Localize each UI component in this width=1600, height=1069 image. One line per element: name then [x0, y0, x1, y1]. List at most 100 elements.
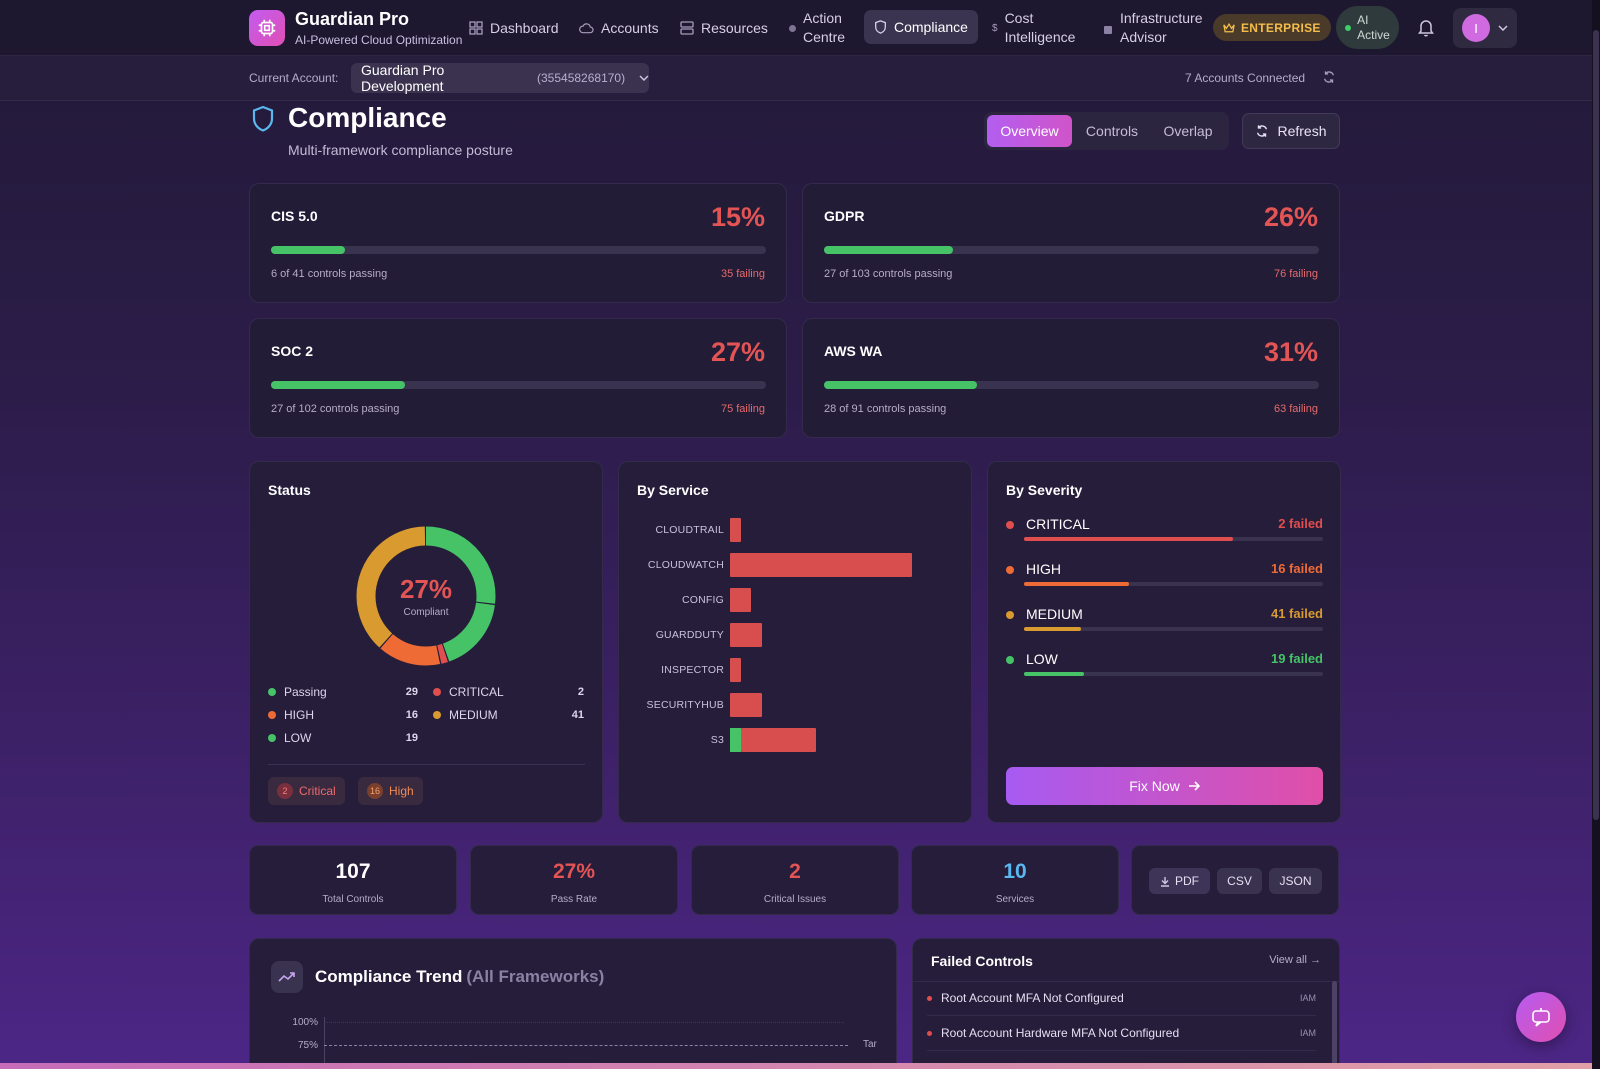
stat-label: Total Controls	[322, 894, 384, 905]
framework-progress	[824, 246, 1319, 254]
failed-control-item[interactable]: Root Account MFA Not Configured IAM	[927, 982, 1316, 1016]
export-json-button[interactable]: JSON	[1269, 868, 1322, 894]
trending-up-icon	[278, 972, 295, 982]
severity-row-medium[interactable]: MEDIUM 41 failed	[1006, 605, 1323, 645]
brand-logo[interactable]	[249, 10, 285, 46]
service-bar-failed-guardduty[interactable]	[730, 623, 763, 647]
severity-count: 19 failed	[1270, 651, 1323, 666]
y-axis	[324, 1017, 325, 1069]
export-csv-button[interactable]: CSV	[1217, 868, 1262, 894]
severity-progress	[1024, 582, 1323, 586]
framework-card-gdpr[interactable]: GDPR 26% 27 of 103 controls passing 76 f…	[802, 183, 1340, 303]
legend-label: HIGH	[284, 708, 314, 722]
service-bar-failed-inspector[interactable]	[730, 658, 741, 682]
legend-medium: MEDIUM	[433, 708, 498, 722]
framework-passing: 27 of 102 controls passing	[271, 403, 400, 415]
target-label: Tar	[863, 1039, 877, 1050]
severity-progress	[1024, 627, 1323, 631]
trend-icon	[271, 961, 303, 993]
by-severity-title: By Severity	[1006, 482, 1083, 498]
by-service-title: By Service	[637, 482, 709, 498]
nav-resources[interactable]: Resources	[680, 0, 768, 56]
tab-overlap[interactable]: Overlap	[1163, 123, 1213, 139]
severity-name: HIGH	[1026, 561, 1061, 577]
stat-value: 27%	[552, 860, 596, 883]
framework-name: CIS 5.0	[271, 208, 318, 224]
export-card: PDF CSV JSON	[1131, 845, 1339, 915]
nav-dashboard-label: Dashboard	[490, 20, 559, 36]
legend-dot-icon	[433, 711, 441, 719]
stat-label: Pass Rate	[550, 894, 598, 905]
tab-overview[interactable]: Overview	[987, 115, 1072, 147]
shield-icon	[875, 20, 886, 34]
arrow-right-icon	[1188, 781, 1200, 791]
legend-passing: Passing	[268, 685, 327, 699]
bell-icon[interactable]	[1416, 17, 1436, 37]
framework-card-soc2[interactable]: SOC 2 27% 27 of 102 controls passing 75 …	[249, 318, 787, 438]
refresh-label: Refresh	[1277, 123, 1327, 139]
severity-row-low[interactable]: LOW 19 failed	[1006, 650, 1323, 690]
nav-resources-label: Resources	[701, 20, 768, 36]
severity-count: 2 failed	[1278, 516, 1323, 531]
nav-action-centre[interactable]: Action Centre	[789, 0, 845, 56]
critical-chip[interactable]: 2 Critical	[268, 777, 345, 805]
nav-infra-label-2: Advisor	[1120, 29, 1167, 45]
framework-failing: 63 failing	[1273, 403, 1318, 415]
service-bar-failed-config[interactable]	[730, 588, 752, 612]
service-bar-failed-securityhub[interactable]	[730, 693, 763, 717]
dot-icon	[789, 24, 796, 32]
window-scrollbar[interactable]	[1593, 30, 1599, 820]
framework-card-cis[interactable]: CIS 5.0 15% 6 of 41 controls passing 35 …	[249, 183, 787, 303]
export-pdf-label: PDF	[1175, 874, 1199, 888]
nav-action-label-1: Action	[803, 10, 842, 26]
stat-value: 107	[335, 860, 371, 883]
scrollbar[interactable]	[1332, 981, 1337, 1069]
severity-progress	[1024, 672, 1323, 676]
donut-segment-high[interactable]	[356, 526, 496, 666]
service-bar-failed-s3[interactable]	[740, 728, 816, 752]
legend-label: MEDIUM	[449, 708, 498, 722]
legend-value: 29	[405, 686, 418, 698]
legend-value: 19	[405, 732, 418, 744]
account-select[interactable]: Guardian Pro Development (355458268170)	[351, 62, 649, 94]
compliance-trend-panel: Compliance Trend (All Frameworks) 100% 75…	[249, 938, 897, 1069]
high-chip[interactable]: 16 High	[358, 777, 423, 805]
sync-icon[interactable]	[1322, 70, 1336, 84]
service-bar-passed-s3[interactable]	[730, 728, 741, 752]
framework-passing: 28 of 91 controls passing	[824, 403, 947, 415]
severity-row-high[interactable]: HIGH 16 failed	[1006, 560, 1323, 600]
failed-control-name: Root Account MFA Not Configured	[941, 991, 1124, 1005]
nav-infrastructure-advisor[interactable]: Infrastructure Advisor	[1103, 0, 1202, 56]
nav-dashboard[interactable]: Dashboard	[469, 0, 559, 56]
stat-value: 10	[1003, 860, 1027, 883]
service-label-cloudtrail: CLOUDTRAIL	[655, 524, 724, 536]
trend-scope: (All Frameworks)	[466, 967, 605, 986]
chat-assistant-button[interactable]	[1516, 992, 1566, 1042]
nav-cost-intelligence[interactable]: $ Cost Intelligence	[992, 0, 1075, 56]
fix-now-button[interactable]: Fix Now	[1006, 767, 1323, 805]
export-pdf-button[interactable]: PDF	[1149, 868, 1210, 894]
donut-segment-passing[interactable]	[356, 526, 496, 666]
ai-status-badge[interactable]: AI Active	[1336, 6, 1399, 49]
framework-card-aws-wa[interactable]: AWS WA 31% 28 of 91 controls passing 63 …	[802, 318, 1340, 438]
view-all-link[interactable]: View all →	[1269, 954, 1321, 966]
tab-controls[interactable]: Controls	[1085, 123, 1139, 139]
service-bar-chart: CLOUDTRAIL CLOUDWATCH CONFIG GUARDDUTY INSPE…	[619, 462, 973, 824]
service-label-cloudwatch: CLOUDWATCH	[647, 559, 724, 571]
nav-compliance[interactable]: Compliance	[864, 10, 978, 44]
service-bar-failed-cloudtrail[interactable]	[730, 518, 741, 542]
chevron-down-icon	[1498, 25, 1508, 31]
failed-control-item[interactable]: Root Account Hardware MFA Not Configured…	[927, 1017, 1316, 1051]
failed-control-service: IAM	[1299, 993, 1316, 1003]
severity-row-critical[interactable]: CRITICAL 2 failed	[1006, 515, 1323, 555]
legend-high: HIGH	[268, 708, 314, 722]
donut-segment-medium[interactable]	[356, 526, 496, 666]
refresh-button[interactable]: Refresh	[1242, 113, 1340, 149]
service-bar-failed-cloudwatch[interactable]	[730, 553, 912, 577]
framework-passing: 27 of 103 controls passing	[824, 268, 953, 280]
legend-dot-icon	[433, 688, 441, 696]
nav-accounts[interactable]: Accounts	[579, 0, 659, 56]
y-tick-100: 100%	[292, 1017, 318, 1028]
chip-count: 2	[277, 783, 293, 799]
user-menu[interactable]: I	[1453, 8, 1517, 48]
